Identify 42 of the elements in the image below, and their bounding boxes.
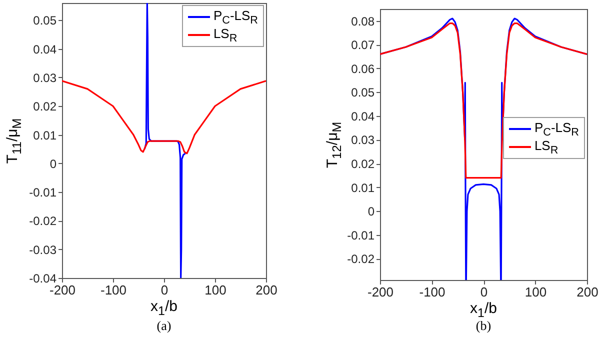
y-tick-label: 0 xyxy=(50,156,57,171)
y-tick-label: -0.03 xyxy=(29,242,57,257)
y-tick-label: 0.03 xyxy=(351,133,375,148)
x-tick-label: 200 xyxy=(576,284,598,300)
legend-label: LS$_{R}$ xyxy=(213,26,238,44)
x-tick-label: -200 xyxy=(49,282,76,298)
y-tick-label: -0.01 xyxy=(347,228,375,242)
y-tick-label: 0.01 xyxy=(33,128,57,142)
y-tick-label: -0.02 xyxy=(347,252,375,266)
y-tick-label: 0.05 xyxy=(33,14,57,28)
y-tick-label: -0.01 xyxy=(29,186,57,200)
y-tick-label: 0.08 xyxy=(351,14,375,28)
y-tick-label: 0.02 xyxy=(351,157,375,172)
y-tick-label: 0.02 xyxy=(33,100,57,114)
x-tick-label: 0 xyxy=(480,284,488,300)
line-series xyxy=(144,3,186,278)
y-tick-label: 0.06 xyxy=(351,62,375,76)
y-tick-label: 0.01 xyxy=(351,180,375,195)
y-tick-label: 0.04 xyxy=(351,109,375,124)
x-tick-label: -100 xyxy=(100,282,127,298)
y-tick-label: -0.04 xyxy=(29,272,57,286)
y-tick-label: 0.04 xyxy=(33,42,57,56)
x-axis-title: x$_{1}$/b xyxy=(150,298,178,318)
line-series xyxy=(380,22,587,179)
y-tick-label: 0.05 xyxy=(351,86,375,100)
y-tick-label: 0.03 xyxy=(33,70,57,85)
x-axis-title: x$_{1}$/b xyxy=(470,300,497,320)
y-tick-label: -0.02 xyxy=(29,214,57,228)
text: (a) xyxy=(156,318,172,334)
y-tick-label: 0 xyxy=(368,204,375,219)
x-tick-label: -200 xyxy=(367,284,394,300)
text: (b) xyxy=(476,318,492,334)
legend-label: P$_{C}$-LS$_{R}$ xyxy=(534,120,579,139)
x-tick-label: 200 xyxy=(256,282,278,298)
x-tick-label: -100 xyxy=(419,284,446,300)
y-tick-label: 0.07 xyxy=(351,38,375,52)
x-tick-label: 0 xyxy=(160,282,168,298)
x-tick-label: 100 xyxy=(204,282,226,298)
x-tick-label: 100 xyxy=(524,284,547,300)
legend-label: LS$_{R}$ xyxy=(534,138,558,157)
line-series xyxy=(62,80,266,154)
legend-label: P$_{C}$-LS$_{R}$ xyxy=(213,8,258,26)
